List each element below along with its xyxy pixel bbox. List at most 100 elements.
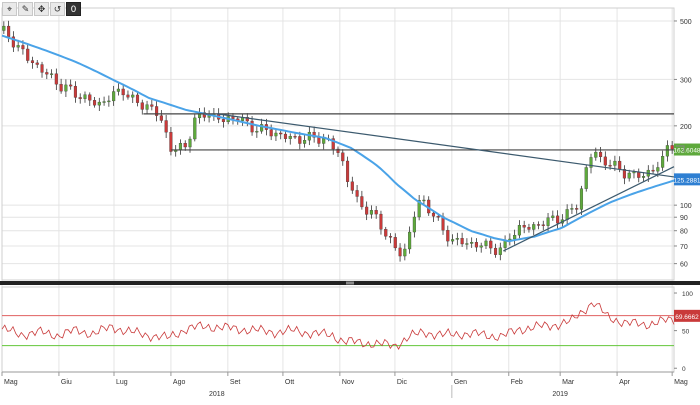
candle-body xyxy=(131,94,135,98)
candle-body xyxy=(446,230,450,242)
oscillator-last-label-box xyxy=(674,309,700,322)
candle-body xyxy=(155,106,159,116)
candle-body xyxy=(627,172,631,179)
candle-body xyxy=(589,157,593,168)
candle-body xyxy=(532,224,536,230)
candle-body xyxy=(460,238,464,245)
y-tick-label: 200 xyxy=(680,124,692,131)
candle-body xyxy=(451,239,455,242)
ma-last-label-box xyxy=(674,173,700,186)
x-year-label: 2018 xyxy=(209,391,225,398)
price-panel-frame xyxy=(1,7,675,281)
candle-body xyxy=(140,102,144,110)
candle-body xyxy=(369,210,373,215)
candle-body xyxy=(341,152,345,162)
candle-body xyxy=(279,132,283,135)
candle-body xyxy=(661,156,665,168)
candle-body xyxy=(50,73,54,75)
candle-body xyxy=(269,129,273,137)
moving-average-line xyxy=(1,34,675,243)
candle-body xyxy=(431,212,436,217)
candle-body xyxy=(546,217,550,226)
candle-body xyxy=(536,224,541,226)
candle-body xyxy=(503,240,507,248)
candle-body xyxy=(599,151,603,158)
x-tick-label: Feb xyxy=(511,379,523,386)
candle-body xyxy=(355,190,359,197)
oscillator-tick-label: 50 xyxy=(682,329,690,336)
candle-body xyxy=(274,132,278,137)
y-tick-label: 70 xyxy=(680,244,688,251)
candle-body xyxy=(360,196,364,208)
candle-body xyxy=(112,91,116,102)
candle-body xyxy=(541,224,545,226)
reset-icon[interactable]: ↺ xyxy=(50,2,65,16)
candle-body xyxy=(331,138,335,150)
candle-body xyxy=(579,188,584,210)
uptrend-line xyxy=(502,166,675,252)
x-tick-label: Mag xyxy=(674,379,688,386)
candle-body xyxy=(255,131,259,133)
candle-body xyxy=(83,94,87,99)
x-tick-label: Mar xyxy=(562,379,575,386)
candle-body xyxy=(575,208,579,210)
candle-body xyxy=(365,206,369,215)
oscillator-tick-label: 100 xyxy=(682,291,693,298)
candle-body xyxy=(398,247,402,257)
candle-body xyxy=(183,143,187,148)
y-tick-label: 500 xyxy=(680,19,692,26)
chart-toolbar: ⌖ ✎ ✥ ↺ 0 xyxy=(2,2,81,16)
x-tick-label: Lug xyxy=(116,379,128,386)
candle-body xyxy=(670,145,674,150)
candle-body xyxy=(126,94,130,98)
candle-body xyxy=(145,104,149,110)
candle-body xyxy=(260,124,264,132)
candle-body xyxy=(92,100,97,106)
candle-body xyxy=(479,245,483,248)
candle-body xyxy=(26,48,30,61)
candle-body xyxy=(603,156,607,166)
candle-body xyxy=(116,88,120,92)
oscillator-tick-label: 0 xyxy=(682,366,686,373)
candle-body xyxy=(651,169,655,172)
x-tick-label: Set xyxy=(230,379,241,386)
crosshair-icon[interactable]: ⌖ xyxy=(2,2,17,16)
candle-body xyxy=(622,169,626,179)
candle-body xyxy=(78,97,82,99)
candle-body xyxy=(594,151,598,158)
candle-body xyxy=(59,84,63,92)
candle-body xyxy=(656,167,660,172)
candle-body xyxy=(384,229,388,237)
reset-badge[interactable]: 0 xyxy=(66,2,81,16)
candle-body xyxy=(322,138,326,144)
candle-body xyxy=(64,84,68,92)
last-price-bracket xyxy=(676,145,685,152)
candle-body xyxy=(513,234,517,240)
pencil-icon[interactable]: ✎ xyxy=(18,2,33,16)
candle-body xyxy=(379,213,383,230)
candle-body xyxy=(7,25,11,37)
candle-body xyxy=(221,119,225,123)
y-tick-label: 80 xyxy=(680,229,688,236)
candle-body xyxy=(30,60,35,64)
move-icon[interactable]: ✥ xyxy=(34,2,49,16)
candle-body xyxy=(317,137,321,144)
candle-body xyxy=(350,181,354,191)
candle-body xyxy=(73,85,77,98)
candle-body xyxy=(517,225,521,236)
candle-body xyxy=(2,25,6,31)
candle-body xyxy=(40,64,44,73)
candle-body xyxy=(121,88,125,96)
downtrend-line xyxy=(216,113,675,178)
panel-splitter-handle xyxy=(346,281,354,285)
candle-body xyxy=(107,100,111,103)
candle-body xyxy=(403,248,407,257)
x-tick-label: Nov xyxy=(342,379,355,386)
candle-body xyxy=(474,242,478,248)
candle-body xyxy=(489,240,493,249)
candle-body xyxy=(470,242,474,244)
y-tick-label: 300 xyxy=(680,77,692,84)
candle-body xyxy=(613,160,617,166)
y-tick-label: 100 xyxy=(680,203,692,210)
